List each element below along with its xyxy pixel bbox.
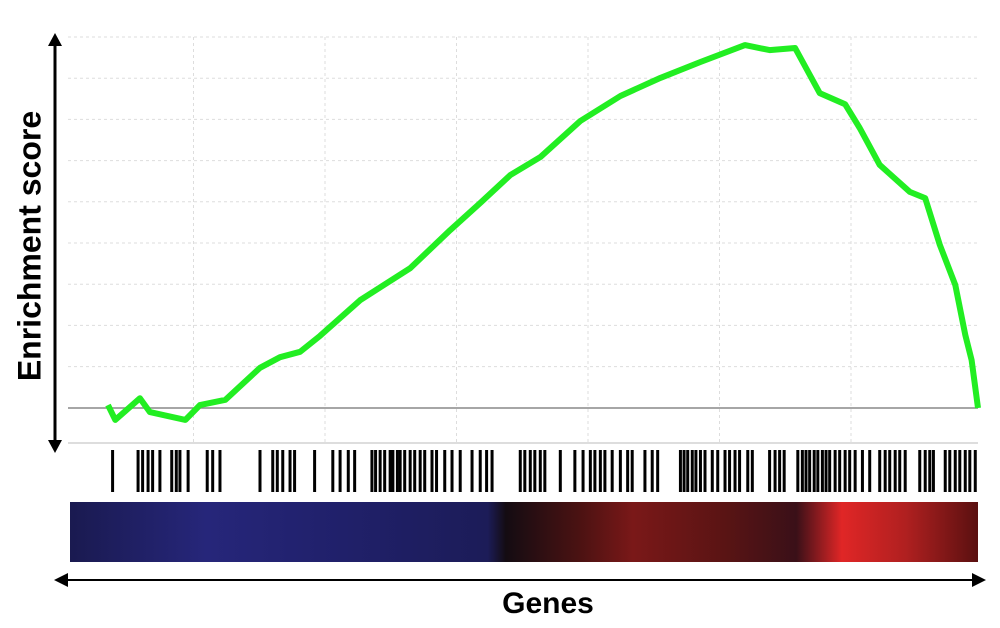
ranked-heatmap bbox=[70, 502, 978, 562]
enrichment-line bbox=[105, 42, 981, 423]
grid bbox=[68, 36, 978, 443]
y-axis-label: Enrichment score bbox=[11, 111, 47, 381]
y-axis bbox=[48, 33, 62, 453]
x-axis-label: Genes bbox=[502, 587, 594, 620]
x-axis bbox=[54, 573, 986, 587]
